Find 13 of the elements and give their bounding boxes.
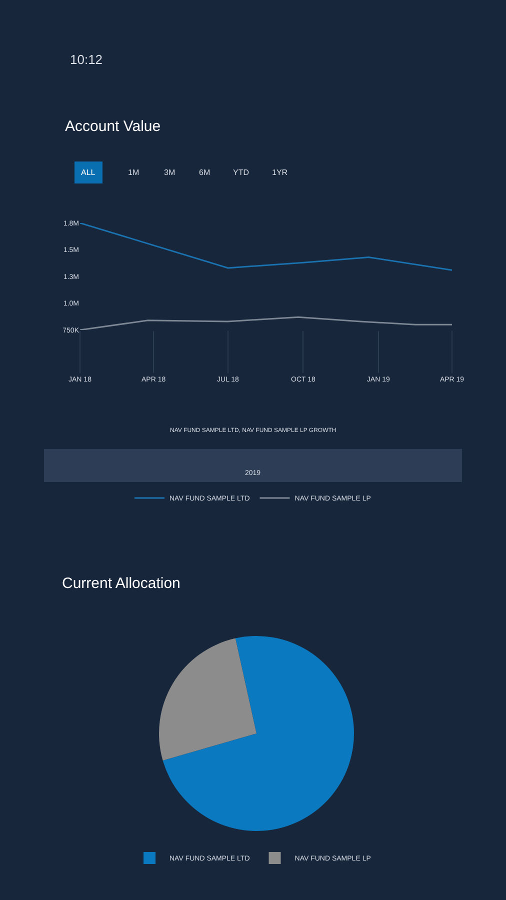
text: 3M (164, 168, 176, 177)
text: 6M (199, 168, 210, 177)
chart-title: Account Value (65, 118, 161, 135)
pie-slice (159, 638, 256, 761)
chart-title: Current Allocation (62, 575, 180, 592)
text: YTD (233, 168, 250, 177)
text: 10:12 (70, 52, 103, 67)
line-series (80, 223, 452, 271)
text: 1YR (272, 168, 288, 177)
text: ALL (81, 168, 96, 177)
pie-slice (162, 636, 354, 831)
text: 1M (128, 168, 140, 177)
line-series (80, 316, 452, 330)
